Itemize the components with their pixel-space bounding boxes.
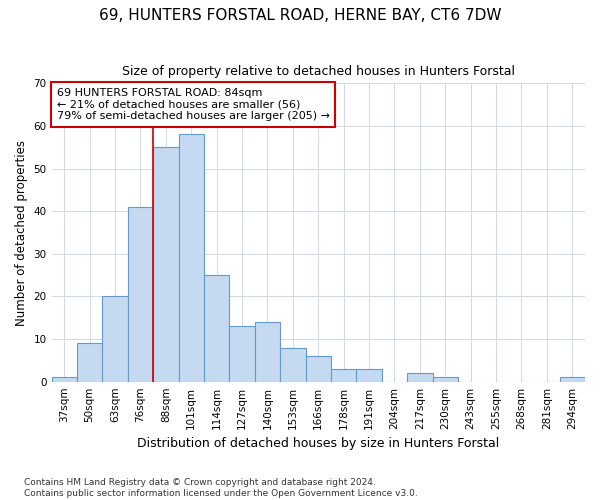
Title: Size of property relative to detached houses in Hunters Forstal: Size of property relative to detached ho… bbox=[122, 65, 515, 78]
Bar bbox=[305, 356, 331, 382]
X-axis label: Distribution of detached houses by size in Hunters Forstal: Distribution of detached houses by size … bbox=[137, 437, 499, 450]
Y-axis label: Number of detached properties: Number of detached properties bbox=[15, 140, 28, 326]
Bar bbox=[560, 378, 585, 382]
Bar bbox=[204, 275, 229, 382]
Text: 69, HUNTERS FORSTAL ROAD, HERNE BAY, CT6 7DW: 69, HUNTERS FORSTAL ROAD, HERNE BAY, CT6… bbox=[99, 8, 501, 22]
Bar bbox=[103, 296, 128, 382]
Bar bbox=[52, 378, 77, 382]
Bar bbox=[255, 322, 280, 382]
Bar bbox=[229, 326, 255, 382]
Text: Contains HM Land Registry data © Crown copyright and database right 2024.
Contai: Contains HM Land Registry data © Crown c… bbox=[24, 478, 418, 498]
Bar bbox=[179, 134, 204, 382]
Bar bbox=[128, 207, 153, 382]
Bar bbox=[433, 378, 458, 382]
Bar bbox=[331, 369, 356, 382]
Bar bbox=[407, 373, 433, 382]
Bar bbox=[356, 369, 382, 382]
Text: 69 HUNTERS FORSTAL ROAD: 84sqm
← 21% of detached houses are smaller (56)
79% of : 69 HUNTERS FORSTAL ROAD: 84sqm ← 21% of … bbox=[57, 88, 330, 121]
Bar bbox=[77, 344, 103, 382]
Bar bbox=[280, 348, 305, 382]
Bar bbox=[153, 148, 179, 382]
